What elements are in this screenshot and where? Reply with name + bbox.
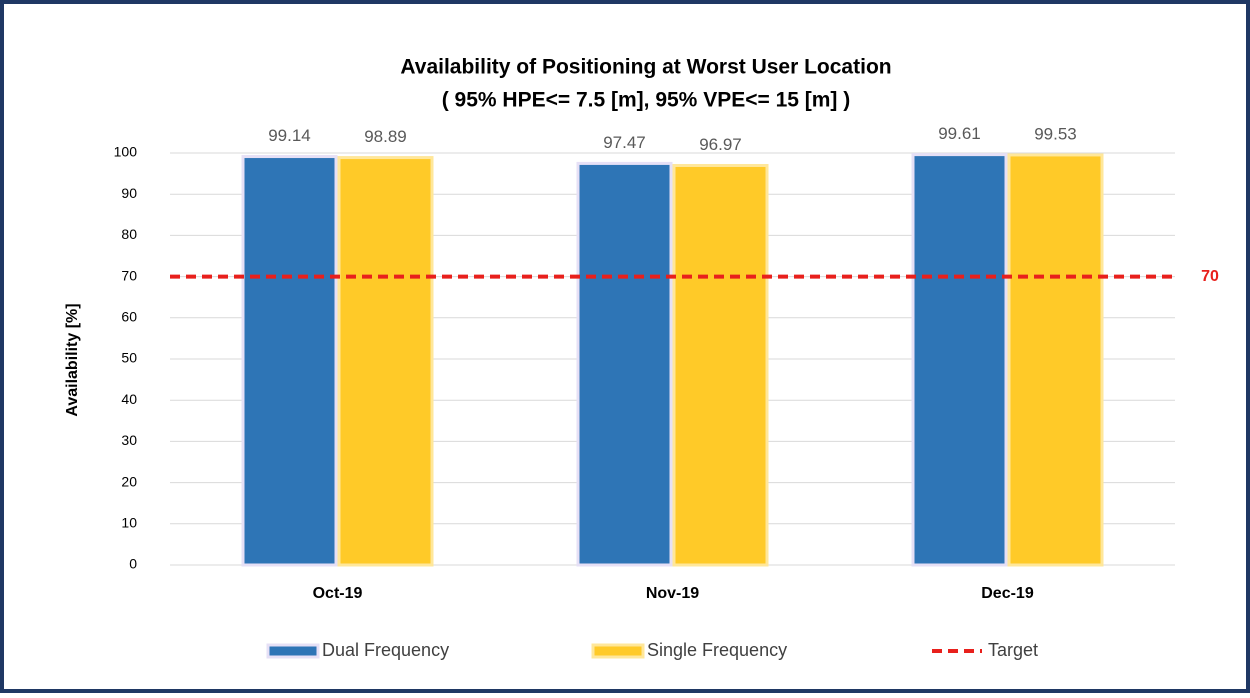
y-tick-label: 90 (121, 185, 137, 201)
x-tick-label: Oct-19 (313, 585, 363, 602)
y-tick-label: 0 (129, 556, 137, 572)
bar (672, 163, 769, 567)
y-tick-label: 100 (114, 144, 138, 160)
legend-label: Single Frequency (647, 640, 787, 660)
legend-swatch (591, 643, 645, 659)
chart-title: Availability of Positioning at Worst Use… (400, 56, 891, 79)
legend-swatch (266, 643, 320, 659)
data-label: 97.47 (603, 133, 646, 152)
x-tick-label: Nov-19 (646, 585, 699, 602)
data-label: 99.14 (268, 126, 311, 145)
data-label: 99.53 (1034, 124, 1077, 143)
bar (576, 161, 673, 567)
legend-label: Dual Frequency (322, 640, 449, 660)
y-tick-label: 80 (121, 226, 137, 242)
data-label: 96.97 (699, 135, 742, 154)
y-tick-label: 20 (121, 473, 137, 489)
chart-subtitle: ( 95% HPE<= 7.5 [m], 95% VPE<= 15 [m] ) (442, 89, 851, 112)
bar (337, 156, 434, 567)
y-tick-label: 50 (121, 350, 137, 366)
data-label: 98.89 (364, 127, 407, 146)
x-tick-label: Dec-19 (981, 585, 1034, 602)
y-tick-label: 70 (121, 267, 137, 283)
data-label: 99.61 (938, 124, 981, 143)
y-tick-label: 30 (121, 432, 137, 448)
bar (911, 153, 1008, 567)
target-label: 70 (1201, 268, 1219, 285)
y-tick-label: 10 (121, 515, 137, 531)
legend-label: Target (988, 640, 1038, 660)
y-tick-label: 40 (121, 391, 137, 407)
bar (1007, 153, 1104, 567)
y-axis-label: Availability [%] (64, 303, 81, 416)
bar (241, 155, 338, 567)
y-tick-label: 60 (121, 309, 137, 325)
